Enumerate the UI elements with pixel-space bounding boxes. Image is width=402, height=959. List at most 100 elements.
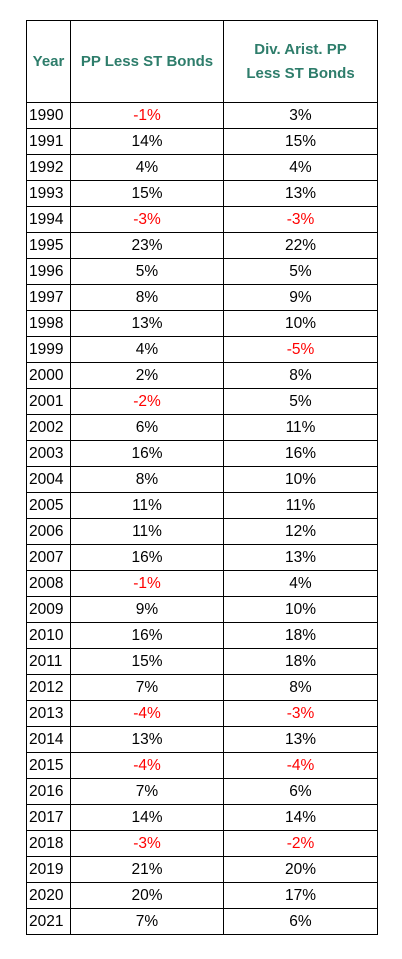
- pp-value-cell: 7%: [70, 674, 224, 701]
- table-row: 2007 16% 13%: [26, 544, 378, 571]
- div-value-cell: 17%: [223, 882, 378, 909]
- table-body: 1990 -1% 3% 1991 14% 15% 1992 4% 4% 1993 15% 13% 199…: [26, 102, 378, 935]
- year-cell: 1999: [26, 336, 71, 363]
- table-row: 2009 9% 10%: [26, 596, 378, 623]
- table-row: 2010 16% 18%: [26, 622, 378, 649]
- div-value-cell: -4%: [223, 752, 378, 779]
- div-value-cell: 22%: [223, 232, 378, 259]
- year-cell: 2010: [26, 622, 71, 649]
- div-value-cell: 10%: [223, 310, 378, 337]
- year-cell: 2005: [26, 492, 71, 519]
- div-value-cell: 8%: [223, 362, 378, 389]
- year-cell: 1993: [26, 180, 71, 207]
- table-row: 2008 -1% 4%: [26, 570, 378, 597]
- div-value-cell: 20%: [223, 856, 378, 883]
- pp-value-cell: -1%: [70, 102, 224, 129]
- div-value-cell: 4%: [223, 570, 378, 597]
- pp-value-cell: 11%: [70, 518, 224, 545]
- pp-value-cell: -2%: [70, 388, 224, 415]
- pp-value-cell: 14%: [70, 804, 224, 831]
- div-value-cell: 15%: [223, 128, 378, 155]
- table-row: 2016 7% 6%: [26, 778, 378, 805]
- returns-table: Year PP Less ST Bonds Div. Arist. PP Les…: [26, 20, 378, 935]
- year-cell: 2016: [26, 778, 71, 805]
- year-cell: 2011: [26, 648, 71, 675]
- year-cell: 2017: [26, 804, 71, 831]
- table-row: 2018 -3% -2%: [26, 830, 378, 857]
- table-row: 2021 7% 6%: [26, 908, 378, 935]
- table-row: 2002 6% 11%: [26, 414, 378, 441]
- div-value-cell: 14%: [223, 804, 378, 831]
- table-row: 2003 16% 16%: [26, 440, 378, 467]
- year-cell: 2021: [26, 908, 71, 935]
- table-row: 2013 -4% -3%: [26, 700, 378, 727]
- div-value-cell: 9%: [223, 284, 378, 311]
- div-value-cell: 10%: [223, 466, 378, 493]
- table-row: 1990 -1% 3%: [26, 102, 378, 129]
- year-cell: 2006: [26, 518, 71, 545]
- pp-less-st-bonds-header: PP Less ST Bonds: [70, 20, 224, 103]
- div-value-cell: 6%: [223, 908, 378, 935]
- table-row: 2011 15% 18%: [26, 648, 378, 675]
- div-header-line-2: Less ST Bonds: [246, 64, 355, 82]
- table-row: 2006 11% 12%: [26, 518, 378, 545]
- pp-value-cell: 8%: [70, 466, 224, 493]
- year-cell: 2012: [26, 674, 71, 701]
- div-value-cell: 16%: [223, 440, 378, 467]
- table-row: 2019 21% 20%: [26, 856, 378, 883]
- pp-value-cell: 8%: [70, 284, 224, 311]
- div-value-cell: 11%: [223, 492, 378, 519]
- year-cell: 1991: [26, 128, 71, 155]
- div-value-cell: 6%: [223, 778, 378, 805]
- pp-value-cell: 16%: [70, 622, 224, 649]
- table-row: 2015 -4% -4%: [26, 752, 378, 779]
- table-row: 2005 11% 11%: [26, 492, 378, 519]
- table-row: 2014 13% 13%: [26, 726, 378, 753]
- year-cell: 1996: [26, 258, 71, 285]
- table-row: 2012 7% 8%: [26, 674, 378, 701]
- table-row: 2020 20% 17%: [26, 882, 378, 909]
- table-row: 1994 -3% -3%: [26, 206, 378, 233]
- year-cell: 2000: [26, 362, 71, 389]
- pp-value-cell: -3%: [70, 830, 224, 857]
- table-row: 2004 8% 10%: [26, 466, 378, 493]
- pp-value-cell: 13%: [70, 310, 224, 337]
- year-cell: 1995: [26, 232, 71, 259]
- year-cell: 1997: [26, 284, 71, 311]
- pp-value-cell: 4%: [70, 154, 224, 181]
- div-value-cell: -2%: [223, 830, 378, 857]
- div-value-cell: 3%: [223, 102, 378, 129]
- year-cell: 2014: [26, 726, 71, 753]
- div-value-cell: -3%: [223, 700, 378, 727]
- pp-value-cell: 6%: [70, 414, 224, 441]
- pp-value-cell: 9%: [70, 596, 224, 623]
- div-value-cell: 18%: [223, 622, 378, 649]
- year-cell: 2003: [26, 440, 71, 467]
- pp-value-cell: 13%: [70, 726, 224, 753]
- year-cell: 2001: [26, 388, 71, 415]
- year-cell: 2018: [26, 830, 71, 857]
- year-cell: 2008: [26, 570, 71, 597]
- table-row: 1991 14% 15%: [26, 128, 378, 155]
- div-value-cell: 13%: [223, 726, 378, 753]
- year-cell: 1998: [26, 310, 71, 337]
- div-value-cell: 18%: [223, 648, 378, 675]
- div-header-line-1: Div. Arist. PP: [254, 40, 347, 58]
- year-cell: 1994: [26, 206, 71, 233]
- year-cell: 1990: [26, 102, 71, 129]
- pp-value-cell: -4%: [70, 700, 224, 727]
- pp-value-cell: -3%: [70, 206, 224, 233]
- table-row: 2017 14% 14%: [26, 804, 378, 831]
- pp-value-cell: 16%: [70, 440, 224, 467]
- pp-value-cell: 23%: [70, 232, 224, 259]
- table-row: 1993 15% 13%: [26, 180, 378, 207]
- div-value-cell: -5%: [223, 336, 378, 363]
- table-row: 2000 2% 8%: [26, 362, 378, 389]
- year-cell: 2004: [26, 466, 71, 493]
- pp-value-cell: 4%: [70, 336, 224, 363]
- pp-value-cell: 20%: [70, 882, 224, 909]
- table-row: 1999 4% -5%: [26, 336, 378, 363]
- year-cell: 2020: [26, 882, 71, 909]
- div-value-cell: 13%: [223, 544, 378, 571]
- year-cell: 1992: [26, 154, 71, 181]
